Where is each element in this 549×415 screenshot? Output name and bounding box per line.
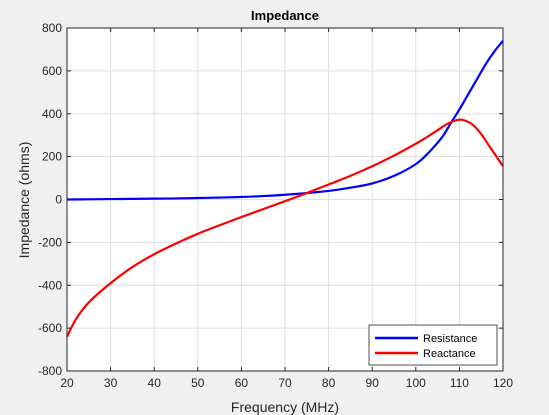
x-tick-label: 40 [148, 376, 162, 390]
y-tick-labels: -800 -600 -400 -200 0 200 400 600 800 [38, 21, 62, 378]
y-tick-label: 200 [42, 150, 62, 164]
series-line-resistance [66, 40, 504, 201]
legend-label-reactance: Reactance [423, 348, 476, 360]
x-tick-label: 100 [406, 376, 426, 390]
series-line-reactance [66, 118, 504, 338]
y-tick-label: -800 [38, 364, 62, 378]
legend-box [368, 324, 498, 366]
x-tick-label: 30 [104, 376, 118, 390]
x-tick-label: 70 [278, 376, 292, 390]
x-tick-label: 120 [493, 376, 513, 390]
y-tick-label: 600 [42, 64, 62, 78]
axis-ticks [66, 27, 504, 372]
plot-lines [66, 40, 504, 338]
x-tick-label: 60 [235, 376, 249, 390]
y-axis-label: Impedance (ohms) [16, 142, 32, 259]
x-tick-label: 90 [366, 376, 380, 390]
y-tick-label: -200 [38, 235, 62, 249]
x-tick-label: 80 [322, 376, 336, 390]
x-tick-label: 50 [191, 376, 205, 390]
x-axis-label: Frequency (MHz) [231, 399, 339, 415]
legend[interactable]: Resistance Reactance [368, 324, 498, 366]
chart-title: Impedance [251, 8, 319, 23]
x-tick-label: 110 [450, 376, 469, 390]
x-tick-labels: 20 30 40 50 60 70 80 90 100 110 120 [60, 376, 513, 390]
x-tick-label: 20 [60, 376, 74, 390]
y-tick-label: -600 [38, 321, 62, 335]
legend-label-resistance: Resistance [423, 333, 477, 345]
y-tick-label: -400 [38, 278, 62, 292]
y-tick-label: 0 [55, 193, 62, 207]
y-tick-label: 800 [42, 21, 62, 35]
y-tick-label: 400 [42, 107, 62, 121]
